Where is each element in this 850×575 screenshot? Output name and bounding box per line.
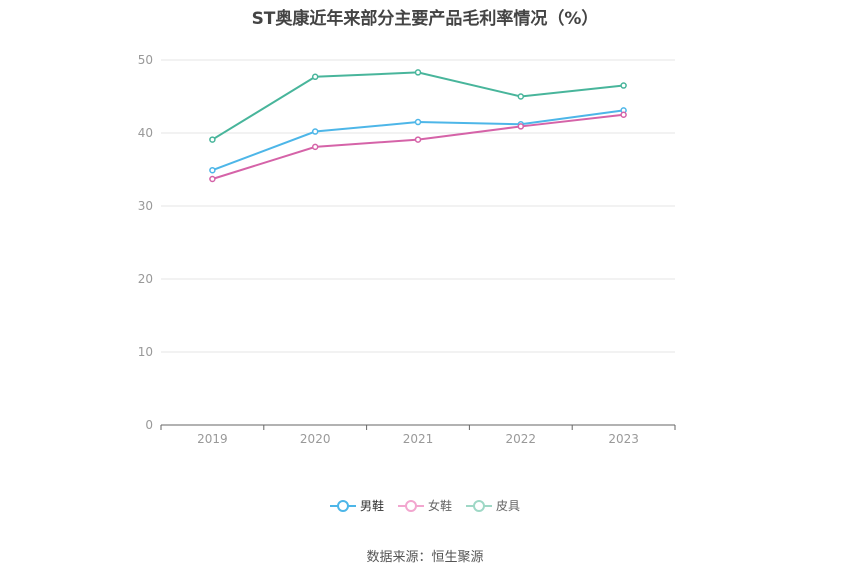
x-tick-label: 2023 [608, 432, 639, 446]
data-point [414, 136, 422, 143]
data-point [311, 128, 319, 135]
axes: 0 10 20 30 40 50 2019 2020 2021 2022 2023 [138, 53, 676, 446]
legend-item-men-shoes[interactable]: 男鞋 [329, 497, 384, 514]
series-group [209, 111, 627, 183]
series-group [209, 107, 627, 174]
x-tick-label: 2019 [197, 432, 228, 446]
legend-marker-icon [397, 499, 424, 512]
legend-item-leather-goods[interactable]: 皮具 [466, 497, 520, 514]
gridlines [161, 59, 675, 353]
data-point [311, 143, 319, 151]
series-lines [209, 69, 627, 183]
y-tick-label: 20 [138, 272, 153, 286]
series-group [209, 69, 627, 143]
series-line [211, 71, 624, 141]
data-point [414, 69, 422, 76]
data-point [209, 175, 216, 183]
data-point [517, 93, 525, 100]
x-tick-label: 2022 [506, 432, 537, 446]
data-source-note: 数据来源：恒生聚源 [366, 550, 484, 565]
chart-title: ST奥康近年来部分主要产品毛利率情况（%） [251, 9, 599, 29]
legend-marker-icon [466, 499, 492, 512]
data-point [517, 123, 525, 130]
y-tick-label: 30 [138, 199, 153, 213]
legend: 男鞋 女鞋 皮具 [0, 497, 850, 514]
data-point [620, 82, 627, 89]
x-tick-label: 2021 [403, 432, 434, 446]
y-tick-label: 10 [138, 345, 153, 359]
y-tick-label: 50 [138, 53, 153, 67]
data-point [209, 136, 216, 143]
x-tick-label: 2020 [300, 432, 331, 446]
legend-label: 女鞋 [427, 499, 452, 513]
data-point [209, 166, 216, 174]
legend-label: 男鞋 [359, 499, 384, 513]
y-tick-label: 40 [138, 126, 153, 140]
data-point [620, 111, 627, 118]
data-point [311, 73, 319, 81]
legend-marker-icon [329, 499, 356, 512]
legend-item-women-shoes[interactable]: 女鞋 [397, 497, 452, 514]
y-tick-label: 0 [145, 418, 153, 432]
data-point [414, 118, 422, 126]
legend-label: 皮具 [496, 499, 521, 513]
